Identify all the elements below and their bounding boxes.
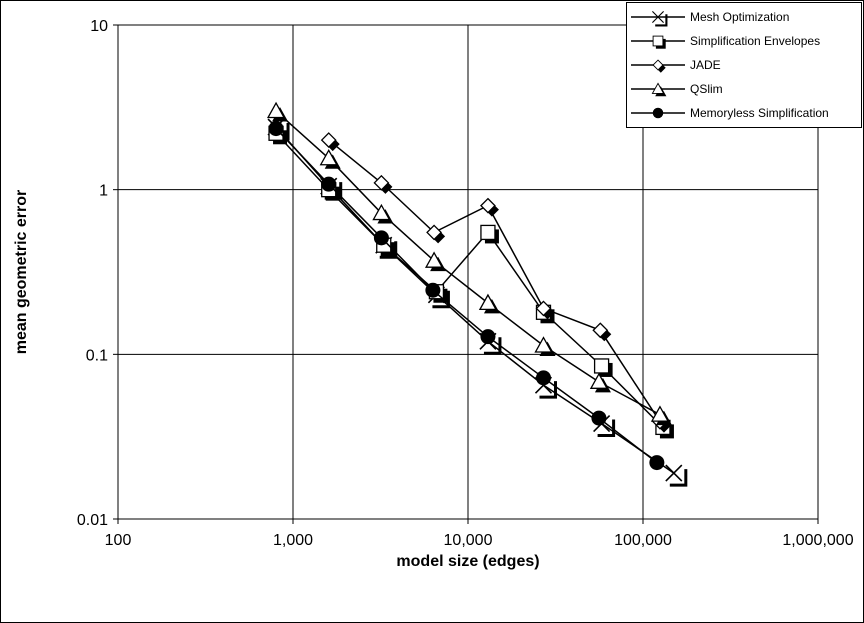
x-marker: [652, 11, 664, 23]
series-circle: [268, 121, 665, 471]
legend: Mesh Optimization Simplification Envelop…: [626, 2, 862, 128]
x-marker-shadow: [669, 469, 688, 487]
x-marker-shadow: [379, 241, 398, 259]
x-tick-label: 1,000,000: [782, 532, 853, 549]
x-marker-shadow: [432, 290, 450, 309]
triangle-marker: [372, 203, 391, 221]
series-triangle: [266, 101, 672, 426]
circle-marker: [373, 230, 389, 246]
circle-marker: [652, 107, 664, 119]
legend-marker-diamond: [631, 59, 685, 73]
triangle-marker: [319, 148, 338, 166]
y-axis-title: mean geometric error: [13, 190, 30, 355]
legend-label: QSlim: [690, 82, 723, 96]
series-diamond: [320, 132, 671, 433]
legend-label: Mesh Optimization: [690, 10, 790, 24]
legend-label: JADE: [690, 58, 721, 72]
legend-marker-circle: [631, 107, 685, 119]
triangle-marker: [266, 101, 286, 119]
circle-marker: [268, 121, 284, 137]
triangle-marker: [424, 251, 444, 268]
x-marker-shadow: [483, 337, 502, 355]
diamond-marker: [426, 224, 443, 241]
square-marker: [652, 35, 664, 47]
series-line: [275, 128, 658, 464]
x-tick-label: 10,000: [444, 532, 493, 549]
x-marker-shadow: [597, 419, 616, 438]
legend-label: Memoryless Simplification: [690, 106, 829, 120]
plot-area-border: [117, 24, 819, 520]
circle-marker: [535, 370, 551, 386]
diamond-marker: [592, 322, 609, 339]
x-marker-shadow: [655, 14, 668, 27]
x-tick-label: 100: [105, 532, 132, 549]
series-x: [267, 118, 688, 487]
legend-item-simplification-envelopes: Simplification Envelopes: [627, 30, 863, 52]
diamond-marker: [480, 197, 496, 214]
diamond-marker: [373, 174, 390, 191]
legend-item-memoryless-simplification: Memoryless Simplification: [627, 102, 863, 124]
y-tick-label: 0.1: [86, 347, 108, 364]
x-axis-title: model size (edges): [396, 553, 539, 570]
legend-item-jade: JADE: [627, 54, 863, 76]
legend-marker-square: [631, 35, 685, 49]
series-square: [268, 125, 674, 439]
circle-marker: [649, 455, 665, 471]
y-tick-label: 0.01: [77, 512, 108, 529]
triangle-marker: [651, 82, 665, 94]
legend-item-qslim: QSlim: [627, 78, 863, 100]
legend-item-mesh-optimization: Mesh Optimization: [627, 6, 863, 28]
x-tick-label: 100,000: [614, 532, 672, 549]
circle-marker: [425, 282, 441, 298]
diamond-marker: [320, 132, 337, 149]
diamond-marker: [652, 59, 664, 71]
legend-label: Simplification Envelopes: [690, 34, 821, 48]
legend-marker-x: [631, 11, 685, 27]
diamond-marker: [535, 300, 552, 317]
square-marker: [593, 358, 610, 374]
legend-marker-triangle: [631, 82, 685, 97]
triangle-marker: [478, 293, 498, 311]
circle-marker: [480, 329, 496, 345]
triangle-marker: [589, 372, 609, 389]
series-layer: [266, 101, 688, 487]
x-tick-label: 1,000: [273, 532, 313, 549]
tick-labels: 100 1,000 10,000 100,000 1,000,000 10 1 0.1 0.01: [77, 18, 854, 549]
triangle-marker: [650, 405, 670, 422]
circle-marker: [591, 410, 607, 426]
circle-marker: [321, 176, 337, 192]
y-tick-label: 1: [99, 183, 108, 200]
x-marker: [665, 464, 683, 482]
triangle-marker: [534, 336, 553, 353]
y-tick-label: 10: [90, 18, 108, 35]
square-marker: [480, 224, 496, 241]
